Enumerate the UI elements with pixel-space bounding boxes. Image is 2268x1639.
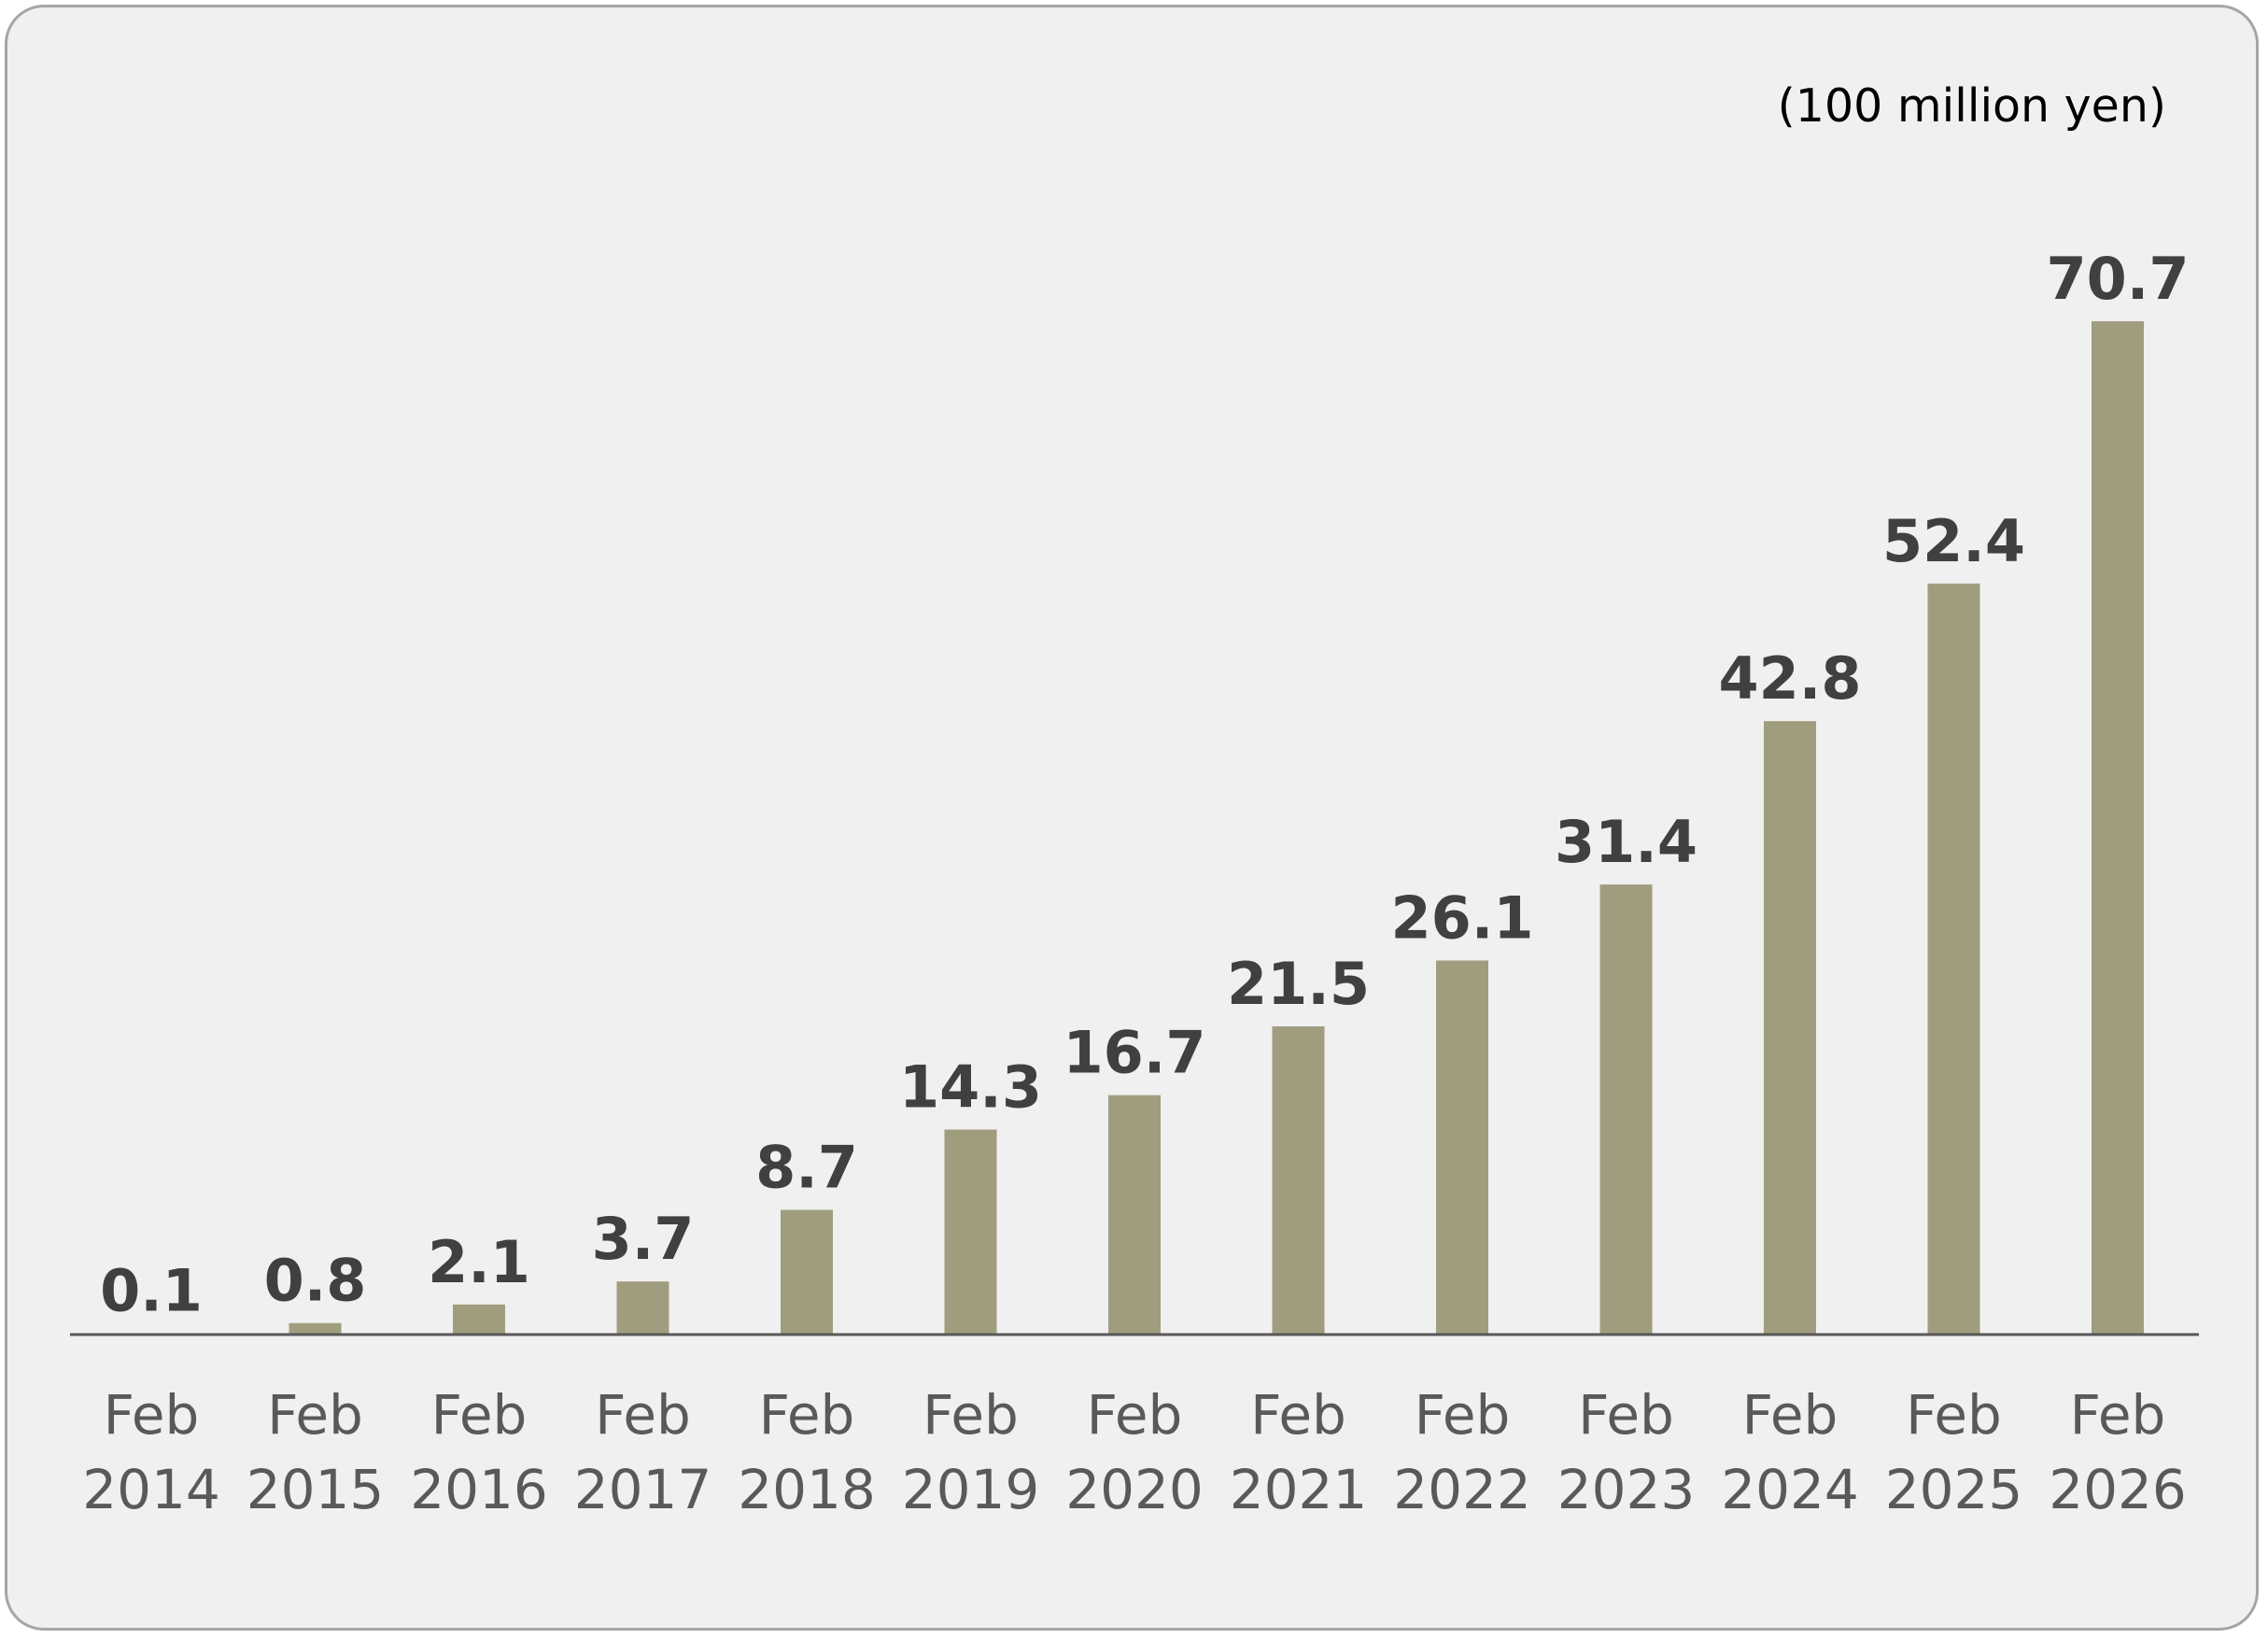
x-tick-label-feb-2014: Feb 2014 <box>82 1383 220 1521</box>
x-tick-label-feb-2017: Feb 2017 <box>574 1383 712 1521</box>
tick-year: 2020 <box>1065 1458 1204 1521</box>
x-tick-label-feb-2026: Feb 2026 <box>2049 1383 2187 1521</box>
tick-month: Feb <box>1087 1383 1183 1447</box>
tick-month: Feb <box>759 1383 855 1447</box>
bar-feb-2022 <box>1436 960 1488 1335</box>
x-tick-label-feb-2024: Feb 2024 <box>1721 1383 1859 1521</box>
tick-year: 2015 <box>247 1458 385 1521</box>
value-label-feb-2015: 0.8 <box>264 1247 367 1315</box>
value-label-feb-2020: 16.7 <box>1064 1019 1206 1087</box>
bars-layer <box>125 321 2144 1335</box>
bar-feb-2023 <box>1599 884 1653 1335</box>
tick-month: Feb <box>595 1383 691 1447</box>
x-tick-label-feb-2015: Feb 2015 <box>247 1383 385 1521</box>
tick-year: 2026 <box>2049 1458 2187 1521</box>
x-tick-label-feb-2022: Feb 2022 <box>1393 1383 1531 1521</box>
chart-panel <box>5 5 2259 1631</box>
value-label-feb-2019: 14.3 <box>899 1053 1042 1122</box>
value-label-feb-2024: 42.8 <box>1719 644 1862 713</box>
tick-year: 2019 <box>902 1458 1040 1521</box>
value-label-feb-2018: 8.7 <box>755 1134 858 1202</box>
x-tick-label-feb-2020: Feb 2020 <box>1065 1383 1204 1521</box>
tick-month: Feb <box>1415 1383 1511 1447</box>
labels-layer: 0.1 Feb 2014 0.8 Feb 2015 2.1 Feb 2016 3.7 Feb 2017… <box>82 245 2189 1521</box>
x-tick-label-feb-2019: Feb 2019 <box>902 1383 1040 1521</box>
bar-feb-2025 <box>1927 583 1980 1335</box>
tick-year: 2017 <box>574 1458 712 1521</box>
tick-year: 2024 <box>1721 1458 1859 1521</box>
tick-month: Feb <box>1250 1383 1346 1447</box>
value-label-feb-2023: 31.4 <box>1555 808 1697 876</box>
bar-feb-2017 <box>616 1281 669 1335</box>
value-label-feb-2025: 52.4 <box>1882 507 2025 575</box>
tick-month: Feb <box>104 1383 200 1447</box>
value-label-feb-2026: 70.7 <box>2047 245 2190 313</box>
bar-feb-2016 <box>453 1304 505 1335</box>
tick-month: Feb <box>923 1383 1019 1447</box>
x-tick-label-feb-2025: Feb 2025 <box>1885 1383 2023 1521</box>
x-tick-label-feb-2023: Feb 2023 <box>1557 1383 1696 1521</box>
tick-month: Feb <box>431 1383 528 1447</box>
x-tick-label-feb-2018: Feb 2018 <box>738 1383 876 1521</box>
bar-feb-2019 <box>944 1129 997 1335</box>
x-tick-label-feb-2016: Feb 2016 <box>410 1383 548 1521</box>
x-tick-label-feb-2021: Feb 2021 <box>1230 1383 1368 1521</box>
bar-feb-2020 <box>1108 1095 1161 1335</box>
bar-feb-2024 <box>1764 721 1816 1335</box>
tick-year: 2023 <box>1557 1458 1696 1521</box>
tick-month: Feb <box>2070 1383 2166 1447</box>
tick-year: 2018 <box>738 1458 876 1521</box>
value-label-feb-2022: 26.1 <box>1391 884 1534 953</box>
tick-year: 2025 <box>1885 1458 2023 1521</box>
tick-year: 2016 <box>410 1458 548 1521</box>
value-label-feb-2021: 21.5 <box>1227 950 1370 1018</box>
bar-feb-2021 <box>1272 1026 1325 1335</box>
tick-year: 2021 <box>1230 1458 1368 1521</box>
value-label-feb-2017: 3.7 <box>592 1205 695 1273</box>
bar-feb-2015 <box>289 1322 342 1335</box>
bar-feb-2026 <box>2092 321 2144 1335</box>
value-label-feb-2016: 2.1 <box>428 1228 530 1296</box>
tick-year: 2014 <box>82 1458 220 1521</box>
tick-year: 2022 <box>1393 1458 1531 1521</box>
bar-feb-2018 <box>781 1209 833 1335</box>
unit-label: (100 million yen) <box>1778 79 2166 133</box>
tick-month: Feb <box>1742 1383 1838 1447</box>
tick-month: Feb <box>267 1383 363 1447</box>
tick-month: Feb <box>1578 1383 1674 1447</box>
value-label-feb-2014: 0.1 <box>100 1257 203 1325</box>
tick-month: Feb <box>1906 1383 2002 1447</box>
